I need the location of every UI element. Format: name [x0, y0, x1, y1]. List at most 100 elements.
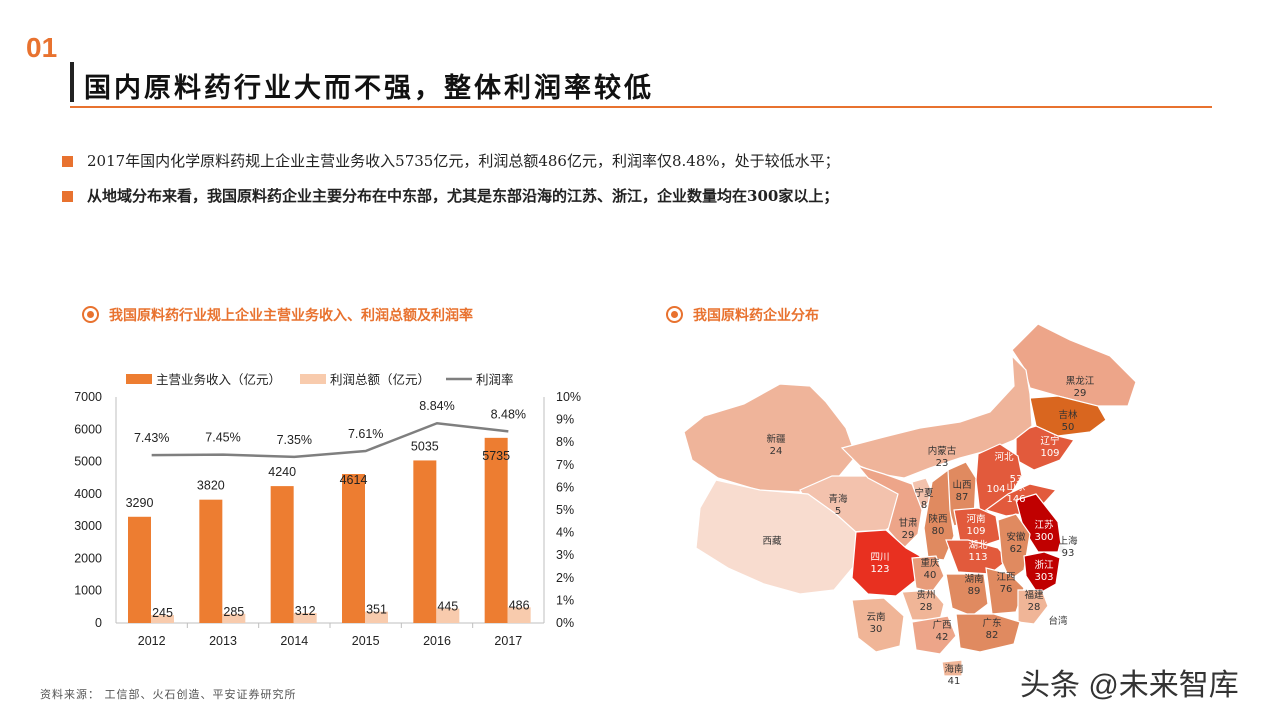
province-region [901, 589, 945, 621]
margin-data-label: 7.43% [134, 431, 169, 445]
legend-label-2: 利润率 [476, 372, 514, 387]
x-tick-label: 2017 [494, 634, 522, 648]
province-name-label: 海南 [944, 663, 963, 675]
y2-tick-label: 0% [556, 616, 574, 630]
legend-label-0: 主营业务收入（亿元） [156, 372, 281, 387]
revenue-data-label: 3820 [197, 479, 225, 493]
province-name-label: 吉林 [1058, 409, 1078, 421]
province-name-label: 浙江 [1034, 559, 1054, 571]
province-name-label: 重庆 [920, 557, 940, 569]
legend-swatch-1 [300, 374, 326, 384]
province-name-label: 陕西 [928, 513, 947, 525]
y2-tick-label: 2% [556, 571, 574, 585]
province-name-label: 内蒙古 [928, 445, 957, 457]
province-region [911, 555, 945, 593]
province-value-label: 80 [932, 526, 945, 537]
province-region [941, 659, 963, 677]
bullet-square-icon [62, 191, 73, 202]
slide-number: 01 [26, 32, 58, 63]
revenue-data-label: 3290 [126, 496, 154, 510]
revenue-data-label: 4240 [268, 465, 296, 479]
revenue-bar [270, 486, 294, 623]
province-name-label: 新疆 [766, 433, 786, 445]
province-name-label: 云南 [866, 611, 885, 623]
province-name-label: 江西 [996, 572, 1015, 583]
province-value-label: 113 [968, 552, 987, 563]
province-value-label: 40 [924, 570, 937, 581]
margin-data-label: 7.45% [205, 431, 240, 445]
province-value-label: 28 [920, 602, 933, 613]
y2-tick-label: 10% [556, 390, 581, 404]
legend-label-1: 利润总额（亿元） [330, 372, 430, 387]
province-name-label: 四川 [870, 552, 889, 563]
margin-line [151, 421, 509, 459]
province-value-label: 62 [1010, 544, 1023, 555]
revenue-bar [128, 516, 151, 623]
profit-data-label: 245 [152, 606, 173, 620]
province-name-label: 西藏 [762, 535, 782, 547]
province-region [840, 354, 1033, 479]
map-panel-title: 我国原料药企业分布 [666, 305, 819, 325]
bullet-square-icon [62, 156, 73, 167]
province-value-label: 50 [1062, 422, 1075, 433]
province-value-label: 23 [936, 458, 949, 469]
y2-tick-label: 1% [556, 593, 574, 607]
province-value-label: 29 [902, 530, 915, 541]
province-value-label: 104 [986, 484, 1005, 495]
chart-panel-title: 我国原料药行业规上企业主营业务收入、利润总额及利润率 [82, 305, 473, 325]
profit-data-label: 445 [437, 600, 458, 614]
province-region [851, 597, 905, 653]
province-name-label: 安徽 [1006, 531, 1026, 543]
legend-swatch-0 [126, 374, 152, 384]
profit-bar [151, 615, 174, 623]
province-name-label: 宁夏 [914, 487, 934, 499]
province-name-label: 广西 [932, 619, 951, 631]
margin-data-label: 8.48% [491, 407, 526, 421]
source-note: 资料来源： 工信部、火石创造、平安证券研究所 [40, 688, 297, 701]
map-panel-title-text: 我国原料药企业分布 [693, 308, 819, 324]
province-value-label: 30 [870, 624, 883, 635]
profit-data-label: 312 [295, 604, 316, 618]
revenue-data-label: 5735 [482, 449, 510, 463]
province-region [695, 479, 857, 595]
province-name-label: 福建 [1024, 589, 1044, 601]
province-value-label: 42 [936, 632, 949, 643]
province-name-label: 河北 [994, 451, 1014, 463]
y2-tick-label: 5% [556, 503, 574, 517]
revenue-bar [484, 437, 508, 623]
profit-data-label: 486 [509, 598, 530, 612]
province-name-label: 黑龙江 [1066, 375, 1095, 387]
y2-tick-label: 4% [556, 526, 574, 540]
y-tick-label: 6000 [74, 422, 102, 436]
y-tick-label: 7000 [74, 390, 102, 404]
province-name-label: 甘肃 [898, 517, 917, 529]
province-value-label: 41 [948, 676, 961, 687]
title-accent-bar [70, 62, 74, 102]
y-tick-label: 1000 [74, 584, 102, 598]
province-region [1023, 551, 1061, 595]
province-name-label: 广东 [982, 617, 1001, 629]
profit-data-label: 285 [223, 605, 244, 619]
y-tick-label: 3000 [74, 519, 102, 533]
province-value-label: 109 [966, 526, 985, 537]
profit-data-label: 351 [366, 603, 387, 617]
province-name-label: 上海 [1058, 535, 1078, 547]
province-name-label: 河南 [966, 513, 985, 525]
y2-tick-label: 3% [556, 548, 574, 562]
revenue-bar [199, 499, 223, 623]
revenue-data-label: 5035 [411, 439, 439, 453]
margin-data-label: 7.35% [277, 433, 312, 447]
province-value-label: 8 [921, 500, 927, 511]
watermark: 头条 @未来智库 [1020, 669, 1239, 702]
revenue-data-label: 4614 [340, 473, 368, 487]
province-region [683, 383, 857, 493]
province-name-label: 湖南 [964, 573, 983, 585]
page-title: 国内原料药行业大而不强，整体利润率较低 [84, 73, 654, 104]
x-tick-label: 2015 [352, 634, 380, 648]
province-value-label: 24 [770, 446, 783, 457]
x-tick-label: 2016 [423, 634, 451, 648]
margin-data-label: 7.61% [348, 427, 383, 441]
province-value-label: 109 [1040, 448, 1059, 459]
province-value-label: 303 [1034, 572, 1053, 583]
